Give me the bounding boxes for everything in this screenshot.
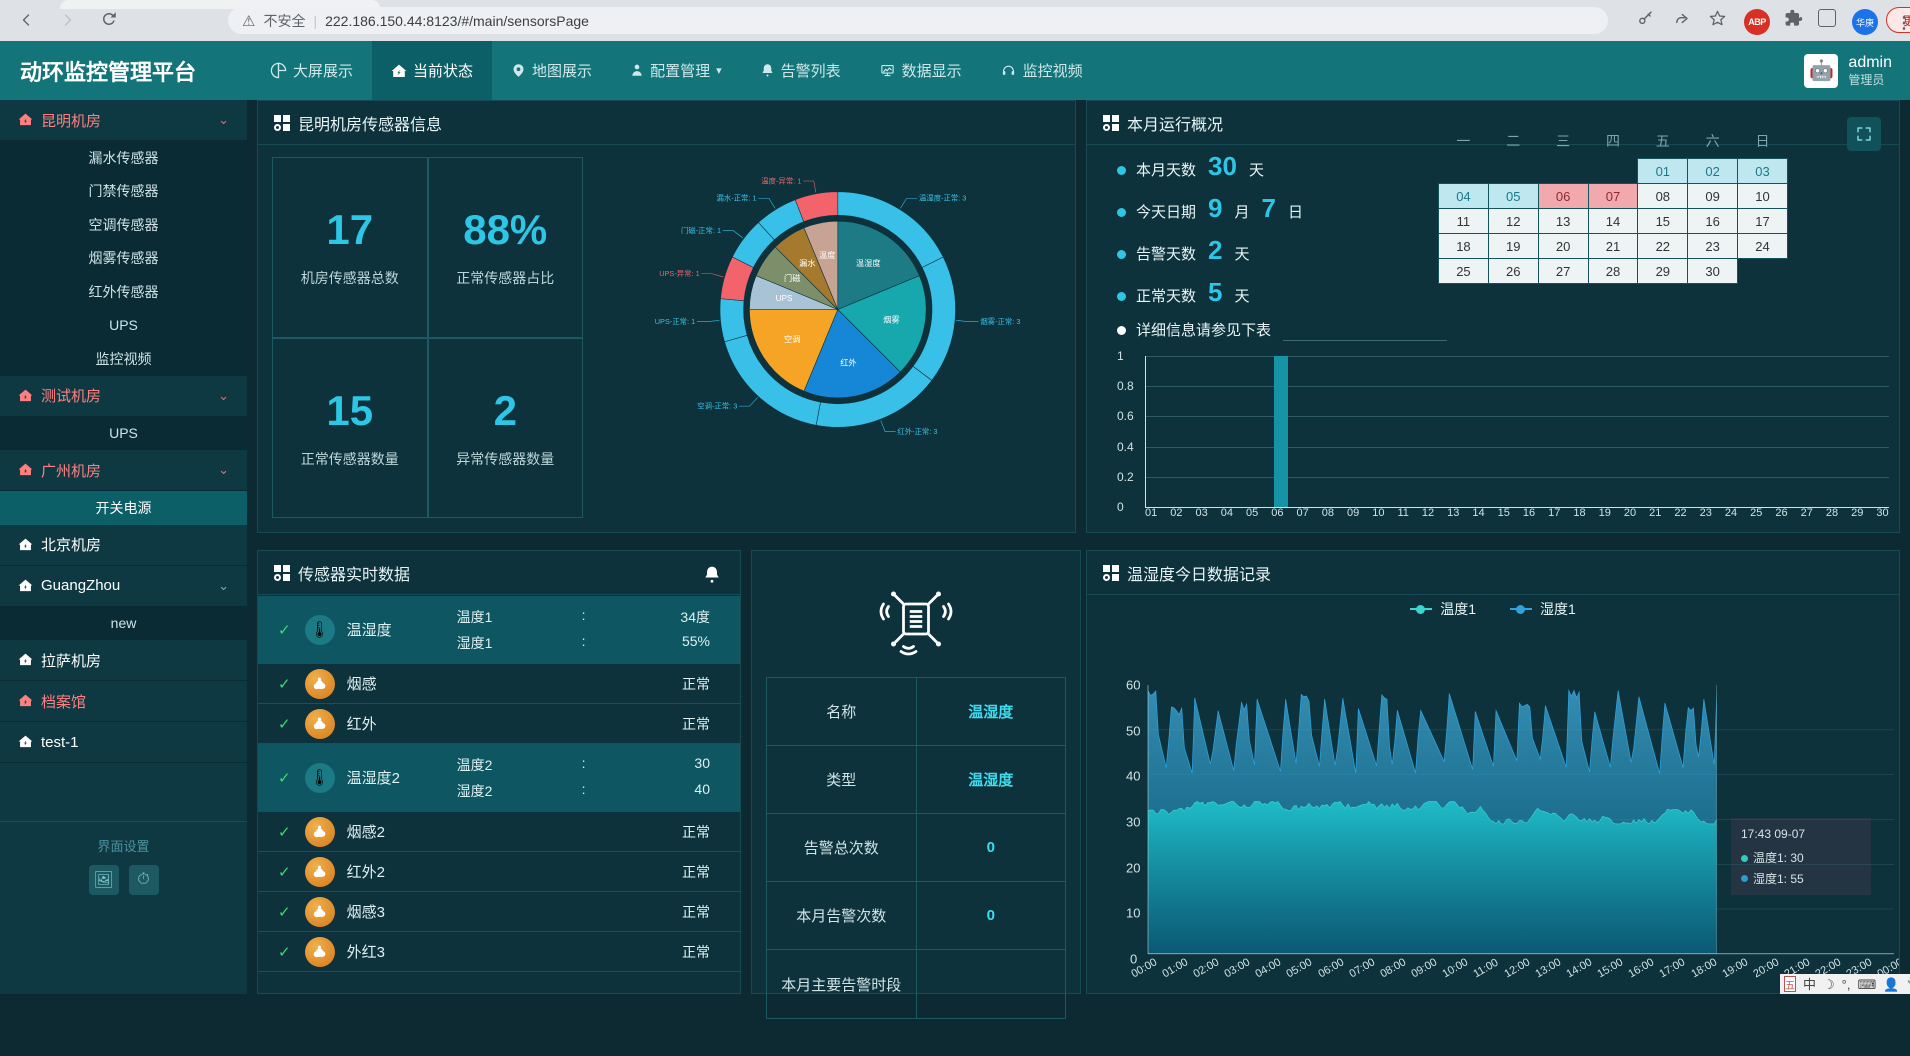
svg-text:温度-异常: 1: 温度-异常: 1 (761, 176, 801, 185)
svg-text:红外-正常: 3: 红外-正常: 3 (897, 427, 937, 436)
svg-text:UPS: UPS (776, 294, 793, 303)
svg-text:门磁-正常: 1: 门磁-正常: 1 (681, 226, 721, 235)
svg-text:温湿度: 温湿度 (856, 258, 881, 268)
svg-text:UPS-异常: 1: UPS-异常: 1 (659, 269, 699, 278)
svg-text:烟雾-正常: 3: 烟雾-正常: 3 (980, 317, 1020, 326)
svg-text:空调: 空调 (784, 334, 800, 344)
svg-text:漏水-正常: 1: 漏水-正常: 1 (716, 194, 756, 203)
svg-text:红外: 红外 (840, 357, 856, 367)
svg-text:温度: 温度 (819, 250, 835, 260)
svg-text:漏水: 漏水 (799, 258, 816, 268)
svg-text:温湿度-正常: 3: 温湿度-正常: 3 (919, 194, 966, 203)
svg-text:门磁: 门磁 (784, 273, 800, 283)
svg-text:烟雾: 烟雾 (883, 315, 899, 324)
svg-text:UPS-正常: 1: UPS-正常: 1 (655, 317, 695, 326)
svg-text:空调-正常: 3: 空调-正常: 3 (697, 401, 737, 410)
